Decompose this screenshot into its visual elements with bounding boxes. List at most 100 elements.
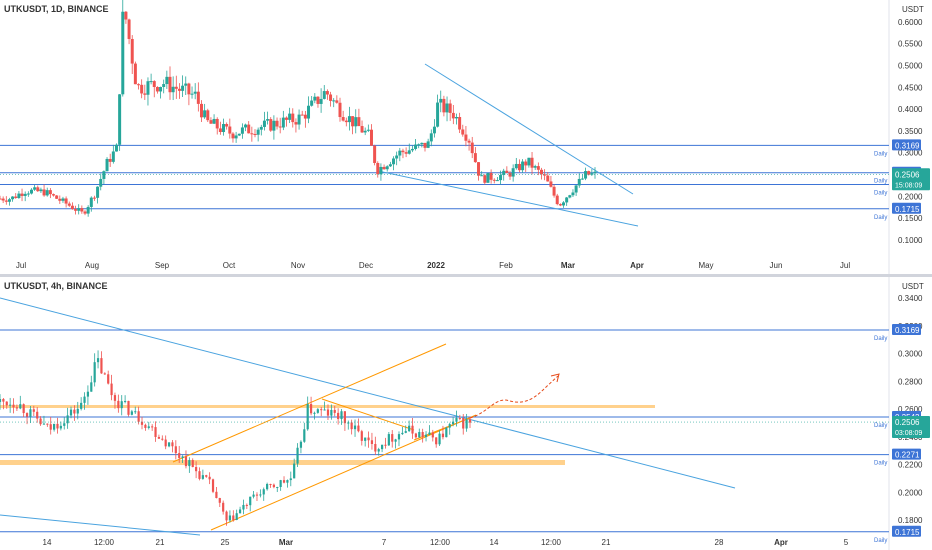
candle-body[interactable]	[244, 124, 248, 128]
candle-body[interactable]	[64, 198, 68, 204]
candle-body[interactable]	[552, 186, 556, 196]
candle-body[interactable]	[533, 166, 537, 168]
candle-body[interactable]	[439, 98, 443, 103]
candle-body[interactable]	[36, 411, 39, 419]
candle-body[interactable]	[107, 374, 110, 384]
resistance-zone[interactable]	[0, 405, 655, 408]
candle-body[interactable]	[181, 85, 185, 91]
candle-body[interactable]	[252, 494, 255, 497]
candle-body[interactable]	[363, 130, 367, 133]
panel-separator[interactable]	[0, 274, 932, 277]
candle-body[interactable]	[436, 102, 440, 127]
candle-body[interactable]	[262, 120, 266, 127]
candle-body[interactable]	[281, 117, 285, 128]
candle-body[interactable]	[338, 102, 342, 118]
candle-body[interactable]	[86, 206, 90, 214]
candle-body[interactable]	[48, 190, 52, 195]
candle-body[interactable]	[184, 456, 188, 467]
candle-body[interactable]	[25, 413, 29, 417]
candle-body[interactable]	[92, 197, 96, 199]
candle-body[interactable]	[275, 120, 279, 127]
candle-body[interactable]	[80, 402, 83, 409]
candle-body[interactable]	[517, 163, 521, 171]
candle-body[interactable]	[74, 209, 78, 211]
candle-body[interactable]	[143, 93, 147, 95]
candle-body[interactable]	[360, 431, 363, 441]
candle-body[interactable]	[483, 175, 487, 183]
candle-body[interactable]	[23, 193, 27, 196]
candle-body[interactable]	[222, 124, 226, 133]
candle-body[interactable]	[137, 411, 140, 422]
candle-body[interactable]	[562, 202, 566, 206]
candle-body[interactable]	[435, 437, 438, 445]
candle-body[interactable]	[83, 396, 86, 403]
daily-lower-trendline[interactable]	[377, 170, 639, 227]
candle-body[interactable]	[0, 399, 2, 403]
candle-body[interactable]	[593, 171, 597, 174]
candle-body[interactable]	[42, 189, 46, 196]
candle-body[interactable]	[590, 173, 594, 175]
candle-body[interactable]	[468, 419, 472, 423]
candle-body[interactable]	[164, 439, 167, 447]
candle-body[interactable]	[124, 400, 127, 402]
candle-body[interactable]	[307, 105, 311, 119]
candle-body[interactable]	[486, 172, 490, 183]
candle-body[interactable]	[208, 476, 211, 480]
candle-body[interactable]	[269, 119, 273, 131]
candle-body[interactable]	[59, 425, 62, 429]
candle-body[interactable]	[111, 151, 115, 162]
candle-body[interactable]	[376, 162, 380, 175]
candle-body[interactable]	[69, 409, 73, 416]
candle-body[interactable]	[162, 84, 166, 87]
candle-body[interactable]	[209, 120, 213, 124]
candle-body[interactable]	[77, 208, 81, 211]
candle-body[interactable]	[11, 196, 15, 200]
candle-body[interactable]	[514, 163, 518, 169]
candle-body[interactable]	[282, 480, 286, 483]
candle-body[interactable]	[53, 423, 56, 430]
candle-body[interactable]	[465, 419, 468, 429]
candle-body[interactable]	[103, 373, 106, 375]
candle-body[interactable]	[549, 181, 553, 187]
candle-body[interactable]	[89, 197, 93, 207]
daily-upper-trendline[interactable]	[424, 63, 634, 195]
candle-body[interactable]	[543, 174, 547, 176]
candle-body[interactable]	[259, 494, 262, 496]
candle-body[interactable]	[39, 189, 43, 192]
candle-body[interactable]	[149, 81, 153, 83]
candle-body[interactable]	[66, 415, 69, 424]
candle-body[interactable]	[188, 460, 191, 467]
candle-body[interactable]	[291, 113, 295, 123]
candle-body[interactable]	[332, 100, 336, 102]
candle-body[interactable]	[341, 117, 345, 121]
candle-body[interactable]	[401, 432, 404, 435]
candle-body[interactable]	[99, 178, 103, 187]
candle-body[interactable]	[423, 142, 427, 148]
candle-body[interactable]	[225, 124, 229, 127]
candle-body[interactable]	[288, 113, 292, 120]
candle-body[interactable]	[191, 460, 194, 468]
candle-body[interactable]	[333, 409, 336, 413]
candle-body[interactable]	[431, 432, 434, 438]
candle-body[interactable]	[39, 418, 42, 425]
candle-body[interactable]	[451, 112, 455, 119]
candle-body[interactable]	[337, 412, 340, 420]
candle-body[interactable]	[67, 203, 71, 206]
candle-body[interactable]	[357, 425, 360, 432]
candle-body[interactable]	[73, 409, 76, 414]
candle-body[interactable]	[382, 166, 386, 170]
candle-body[interactable]	[306, 404, 309, 430]
candle-body[interactable]	[394, 439, 397, 442]
candle-body[interactable]	[259, 126, 263, 130]
candle-body[interactable]	[225, 511, 228, 521]
candle-body[interactable]	[445, 103, 449, 113]
candle-body[interactable]	[458, 417, 461, 419]
candle-body[interactable]	[414, 144, 418, 149]
candle-body[interactable]	[201, 475, 204, 479]
candle-body[interactable]	[499, 175, 503, 181]
candle-body[interactable]	[521, 161, 525, 171]
candle-body[interactable]	[461, 129, 465, 135]
candle-body[interactable]	[508, 173, 512, 177]
candle-body[interactable]	[231, 133, 235, 139]
candle-body[interactable]	[146, 81, 150, 95]
